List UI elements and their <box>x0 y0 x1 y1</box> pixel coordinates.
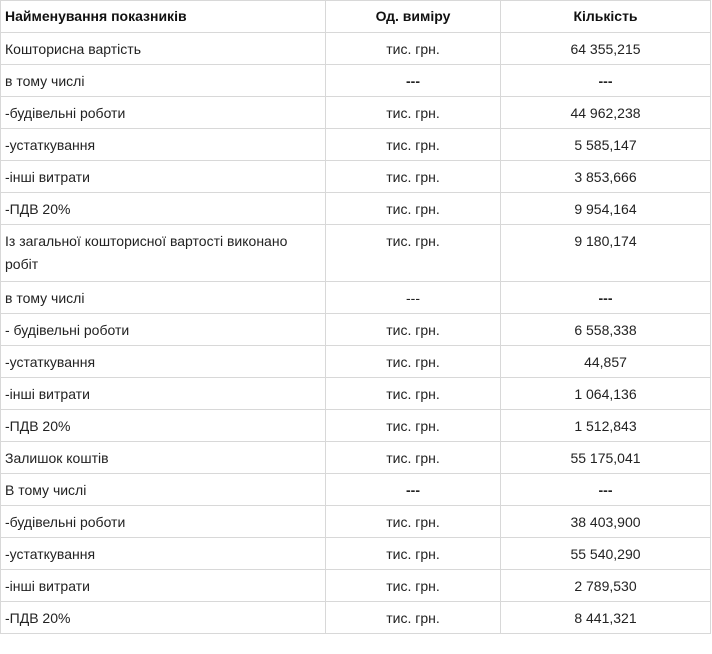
unit-cell: тис. грн. <box>325 377 501 410</box>
indicator-name-cell: -устаткування <box>0 537 326 570</box>
table-row: -устаткування тис. грн. 55 540,290 <box>0 537 711 570</box>
table-row: В тому числі --- --- <box>0 473 711 506</box>
table-row: -будівельні роботи тис. грн. 38 403,900 <box>0 505 711 538</box>
table-row: -інші витрати тис. грн. 2 789,530 <box>0 569 711 602</box>
unit-cell: тис. грн. <box>325 313 501 346</box>
unit-cell: тис. грн. <box>325 569 501 602</box>
quantity-cell: 55 540,290 <box>500 537 711 570</box>
header-quantity: Кількість <box>500 0 711 33</box>
unit-cell: тис. грн. <box>325 224 501 282</box>
unit-cell: тис. грн. <box>325 32 501 65</box>
indicator-name-cell: -ПДВ 20% <box>0 601 326 634</box>
indicator-name-cell: - будівельні роботи <box>0 313 326 346</box>
header-unit: Од. виміру <box>325 0 501 33</box>
table-row: Із загальної кошторисної вартості викона… <box>0 224 711 282</box>
indicator-name-cell: Залишок коштів <box>0 441 326 474</box>
indicator-name-cell: -будівельні роботи <box>0 96 326 129</box>
unit-cell: --- <box>325 473 501 506</box>
quantity-cell: 38 403,900 <box>500 505 711 538</box>
table-row: в тому числі --- --- <box>0 281 711 314</box>
table-body: Кошторисна вартість тис. грн. 64 355,215 в … <box>0 32 711 634</box>
quantity-cell: 64 355,215 <box>500 32 711 65</box>
indicator-name-cell: Кошторисна вартість <box>0 32 326 65</box>
indicator-name-cell: -інші витрати <box>0 569 326 602</box>
table-row: -ПДВ 20% тис. грн. 9 954,164 <box>0 192 711 225</box>
table-row: -устаткування тис. грн. 5 585,147 <box>0 128 711 161</box>
indicator-name-cell: -ПДВ 20% <box>0 192 326 225</box>
quantity-cell: 44 962,238 <box>500 96 711 129</box>
quantity-cell: --- <box>500 473 711 506</box>
table-row: -ПДВ 20% тис. грн. 8 441,321 <box>0 601 711 634</box>
indicator-name-cell: -ПДВ 20% <box>0 409 326 442</box>
unit-cell: тис. грн. <box>325 128 501 161</box>
indicator-name-cell: В тому числі <box>0 473 326 506</box>
table-row: Кошторисна вартість тис. грн. 64 355,215 <box>0 32 711 65</box>
indicator-name-cell: -будівельні роботи <box>0 505 326 538</box>
table-header-row: Найменування показників Од. виміру Кільк… <box>0 0 711 33</box>
indicator-name-cell: Із загальної кошторисної вартості викона… <box>0 224 326 282</box>
indicator-name-cell: -устаткування <box>0 345 326 378</box>
unit-cell: тис. грн. <box>325 345 501 378</box>
table-row: Залишок коштів тис. грн. 55 175,041 <box>0 441 711 474</box>
unit-cell: --- <box>325 281 501 314</box>
indicator-name-cell: -інші витрати <box>0 160 326 193</box>
unit-cell: тис. грн. <box>325 537 501 570</box>
unit-cell: тис. грн. <box>325 601 501 634</box>
table-row: -інші витрати тис. грн. 3 853,666 <box>0 160 711 193</box>
table-row: -будівельні роботи тис. грн. 44 962,238 <box>0 96 711 129</box>
quantity-cell: 1 512,843 <box>500 409 711 442</box>
table-row: -інші витрати тис. грн. 1 064,136 <box>0 377 711 410</box>
indicators-table: Найменування показників Од. виміру Кільк… <box>0 0 711 634</box>
unit-cell: тис. грн. <box>325 409 501 442</box>
unit-cell: тис. грн. <box>325 160 501 193</box>
table-row: - будівельні роботи тис. грн. 6 558,338 <box>0 313 711 346</box>
quantity-cell: 2 789,530 <box>500 569 711 602</box>
quantity-cell: 9 954,164 <box>500 192 711 225</box>
indicator-name-cell: -інші витрати <box>0 377 326 410</box>
quantity-cell: 9 180,174 <box>500 224 711 282</box>
table-row: -ПДВ 20% тис. грн. 1 512,843 <box>0 409 711 442</box>
quantity-cell: 5 585,147 <box>500 128 711 161</box>
indicator-name-cell: -устаткування <box>0 128 326 161</box>
unit-cell: тис. грн. <box>325 441 501 474</box>
table-row: в тому числі --- --- <box>0 64 711 97</box>
quantity-cell: 3 853,666 <box>500 160 711 193</box>
quantity-cell: 8 441,321 <box>500 601 711 634</box>
unit-cell: тис. грн. <box>325 192 501 225</box>
unit-cell: тис. грн. <box>325 96 501 129</box>
quantity-cell: --- <box>500 281 711 314</box>
table-row: -устаткування тис. грн. 44,857 <box>0 345 711 378</box>
indicator-name-cell: в тому числі <box>0 64 326 97</box>
quantity-cell: 44,857 <box>500 345 711 378</box>
unit-cell: --- <box>325 64 501 97</box>
quantity-cell: 1 064,136 <box>500 377 711 410</box>
header-indicator-name: Найменування показників <box>0 0 326 33</box>
indicator-name-cell: в тому числі <box>0 281 326 314</box>
quantity-cell: 6 558,338 <box>500 313 711 346</box>
quantity-cell: 55 175,041 <box>500 441 711 474</box>
unit-cell: тис. грн. <box>325 505 501 538</box>
quantity-cell: --- <box>500 64 711 97</box>
